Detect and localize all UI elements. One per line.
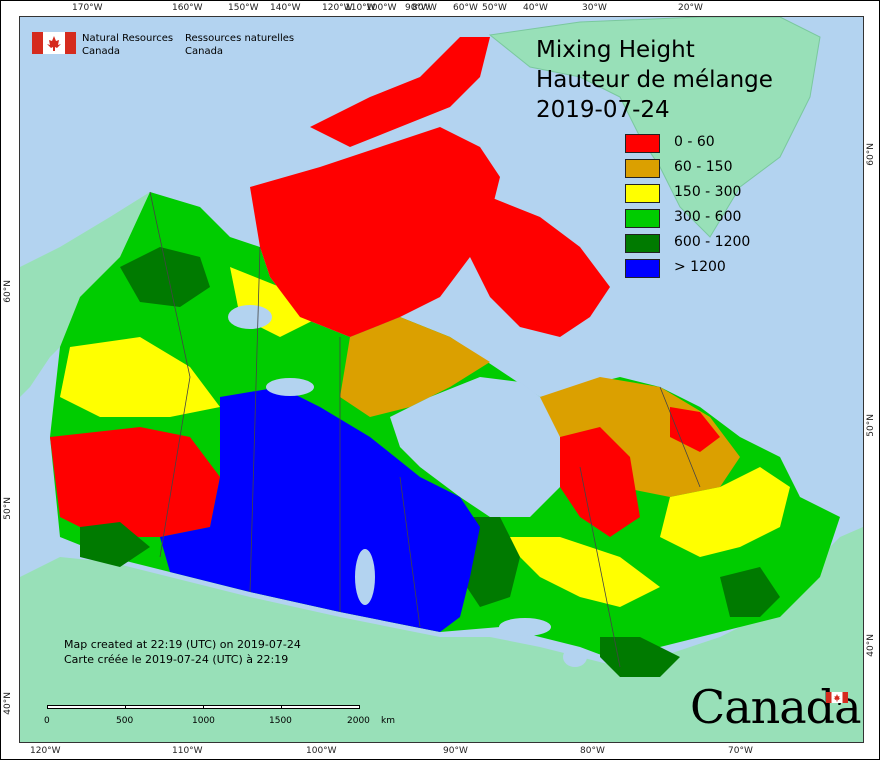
graticule-label: 100°W xyxy=(366,3,397,13)
mixing-height-map xyxy=(20,17,863,742)
hudson-bay xyxy=(390,377,560,517)
greenland xyxy=(488,17,821,238)
scale-bar xyxy=(47,705,360,714)
canada-wordmark: Canada xyxy=(690,680,862,734)
graticule-label: 20°W xyxy=(678,3,703,13)
scale-segment xyxy=(125,705,204,709)
legend-swatch xyxy=(625,159,660,178)
scale-tick-label: 500 xyxy=(116,716,134,726)
agency-fr-line2: Canada xyxy=(185,46,224,57)
zone-darkgreen-bcsouth xyxy=(80,522,150,567)
scale-tick-label: 1500 xyxy=(269,716,292,726)
legend-label: 60 - 150 xyxy=(674,159,733,175)
zone-yellow-west xyxy=(60,337,220,417)
map-title-en: Mixing Height xyxy=(536,37,695,63)
scale-tick-label: 0 xyxy=(44,716,50,726)
scale-unit: km xyxy=(381,716,395,726)
legend-label: > 1200 xyxy=(674,259,726,275)
graticule-label: 40°W xyxy=(523,3,548,13)
graticule-label: 90°W xyxy=(405,3,430,13)
graticule-label: 50°N xyxy=(3,497,13,520)
lake-great-bear xyxy=(228,305,272,329)
zone-red-bc xyxy=(50,427,220,537)
graticule-label: 140°W xyxy=(270,3,301,13)
legend-label: 0 - 60 xyxy=(674,134,715,150)
lake-winnipeg xyxy=(355,549,375,605)
lake-huron xyxy=(563,647,587,667)
graticule-label: 170°W xyxy=(72,3,103,13)
legend-swatch xyxy=(625,234,660,253)
graticule-label: 60°W xyxy=(453,3,478,13)
zone-red-quebec xyxy=(560,427,640,537)
graticule-label: 160°W xyxy=(172,3,203,13)
map-title-fr: Hauteur de mélange xyxy=(536,67,773,93)
wordmark-flag-icon xyxy=(826,692,848,703)
scale-segment xyxy=(281,705,360,709)
legend-swatch xyxy=(625,184,660,203)
legend-swatch xyxy=(625,134,660,153)
graticule-label: 60°N xyxy=(3,280,13,303)
graticule-label: 70°W xyxy=(728,746,753,756)
zone-red-arctic xyxy=(250,127,500,337)
graticule-label: 40°N xyxy=(3,692,13,715)
zone-blue-prairies xyxy=(160,387,480,632)
legend-label: 300 - 600 xyxy=(674,209,742,225)
graticule-label: 100°W xyxy=(306,746,337,756)
zone-yellow-central xyxy=(500,537,660,607)
legend-swatch xyxy=(625,209,660,228)
zone-orange-north xyxy=(340,317,490,417)
canada-flag-icon xyxy=(32,32,76,54)
scale-segment xyxy=(47,705,126,709)
lake-great-slave xyxy=(266,378,314,396)
zone-darkgreen-maritimes xyxy=(720,567,780,617)
graticule-label: 60°N xyxy=(866,143,876,166)
zone-red-baffin xyxy=(440,187,610,337)
scale-tick-label: 2000 xyxy=(347,716,370,726)
graticule-label: 110°W xyxy=(345,3,376,13)
graticule-label: 40°N xyxy=(866,634,876,657)
map-date: 2019-07-24 xyxy=(536,97,670,123)
graticule-label: 150°W xyxy=(228,3,259,13)
credit-fr: Carte créée le 2019-07-24 (UTC) à 22:19 xyxy=(64,653,289,666)
agency-en-line1: Natural Resources xyxy=(82,33,174,44)
agency-name-en: Natural Resources Canada xyxy=(82,32,173,58)
usa xyxy=(20,527,863,742)
legend-label: 600 - 1200 xyxy=(674,234,751,250)
zone-darkgreen-yukon xyxy=(120,247,210,307)
agency-en-line2: Canada xyxy=(82,46,121,57)
graticule-label: 80°W xyxy=(580,746,605,756)
graticule-label: 120°W xyxy=(322,3,353,13)
credit-en: Map created at 22:19 (UTC) on 2019-07-24 xyxy=(64,638,301,651)
scale-segment xyxy=(203,705,282,709)
graticule-label: 50°W xyxy=(482,3,507,13)
graticule-label: 110°W xyxy=(172,746,203,756)
legend-label: 150 - 300 xyxy=(674,184,742,200)
graticule-label: 90°W xyxy=(443,746,468,756)
agency-name-fr: Ressources naturelles Canada xyxy=(185,32,294,58)
map-canvas[interactable] xyxy=(19,16,864,743)
provincial-borders xyxy=(149,191,701,668)
scale-tick-label: 1000 xyxy=(192,716,215,726)
lake-superior xyxy=(499,618,551,636)
graticule-label: 80°W xyxy=(412,3,437,13)
graticule-label: 120°W xyxy=(30,746,61,756)
zone-red-labrador xyxy=(670,407,720,452)
legend-swatch xyxy=(625,259,660,278)
zone-red-islands xyxy=(310,37,490,147)
graticule-label: 50°N xyxy=(866,414,876,437)
agency-fr-line1: Ressources naturelles xyxy=(185,33,295,44)
zone-yellow-quebec xyxy=(660,467,790,557)
graticule-label: 30°W xyxy=(582,3,607,13)
